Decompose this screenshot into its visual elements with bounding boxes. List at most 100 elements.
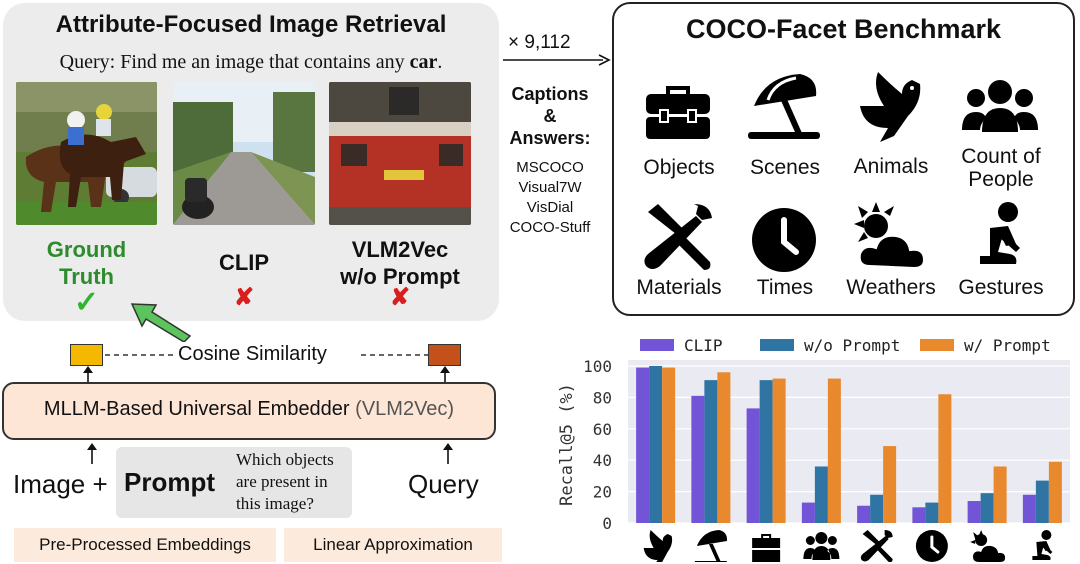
category-label-times: Times [730, 276, 840, 299]
captions-line: Captions [511, 84, 589, 104]
candidate-label-line: CLIP [218, 250, 270, 275]
candidate-label-line: Truth [59, 264, 114, 289]
captions-answers-label: Captions & Answers: [500, 83, 600, 149]
bar-clip [801, 502, 815, 523]
check-icon: ✓ [73, 286, 100, 319]
category-label-line: People [968, 168, 1034, 191]
cloud-sun-icon [970, 530, 1006, 562]
clip-result-image[interactable] [173, 82, 315, 225]
legend-label: w/ Prompt [964, 336, 1051, 355]
toolbox-icon [752, 534, 781, 562]
bar-w-prompt [938, 394, 952, 523]
clock-icon [752, 208, 816, 272]
legend-label: CLIP [684, 336, 723, 355]
ground-truth-image[interactable] [16, 82, 157, 225]
people-group-icon [962, 80, 1038, 132]
retrieval-panel: Attribute-Focused Image Retrieval Query:… [3, 3, 499, 321]
candidate-label-line: Ground [46, 237, 127, 262]
bar-w-prompt [662, 367, 676, 523]
cosine-dashed-line [105, 354, 428, 356]
category-label-line: Objects [643, 156, 715, 179]
up-arrow-icon [87, 443, 97, 464]
query-embedding-square [428, 344, 461, 366]
cloud-sun-icon [854, 202, 926, 270]
vlm2vec-result-image[interactable] [329, 82, 471, 225]
embedder-model: (VLM2Vec) [355, 398, 455, 420]
umbrella-beach-icon [748, 74, 820, 139]
bar-clip [857, 505, 871, 523]
people-group-icon [803, 532, 840, 560]
category-label-animals: Animals [836, 155, 946, 178]
category-label-line: Gestures [958, 276, 1044, 299]
tools-icon [644, 204, 712, 270]
prompt-box[interactable]: Prompt Which objects are present in this… [116, 447, 352, 518]
bar-w-o-prompt [1035, 480, 1049, 523]
panel-title: Attribute-Focused Image Retrieval [55, 11, 447, 38]
y-tick-label: 60 [593, 420, 612, 439]
category-label-line: Weathers [846, 276, 936, 299]
category-label-scenes: Scenes [730, 156, 840, 179]
category-label-weathers: Weathers [836, 276, 946, 299]
category-label-line: Count of [961, 145, 1041, 168]
bar-w-prompt [993, 466, 1007, 523]
source-item: MSCOCO [516, 159, 584, 176]
bar-w-o-prompt [814, 466, 828, 523]
bar-clip [636, 367, 650, 523]
bar-w-prompt [883, 446, 897, 523]
bar-w-prompt [1048, 461, 1062, 523]
bar-w-prompt [717, 372, 731, 523]
bar-clip [967, 501, 981, 523]
y-axis-label: Recall@5 (%) [557, 383, 577, 506]
category-label-line: Times [756, 276, 814, 299]
cosine-similarity-label: Cosine Similarity [178, 343, 327, 365]
bar-clip [912, 507, 926, 523]
legend-swatch [640, 339, 674, 351]
category-label-line: Materials [636, 276, 722, 299]
source-list: MSCOCO Visual7W VisDial COCO-Stuff [500, 158, 600, 238]
bar-w-o-prompt [925, 502, 939, 523]
query-prefix: Query: Find me an image that contains an… [59, 51, 410, 73]
umbrella-beach-icon [694, 530, 727, 562]
flow-arrow-icon [503, 54, 611, 66]
image-plus-label: Image + [13, 469, 108, 499]
legend-swatch [760, 339, 794, 351]
category-label-line: Scenes [749, 156, 821, 179]
source-item: COCO-Stuff [509, 219, 591, 236]
candidate-label-vlm2vec: VLM2Vec w/o Prompt [329, 236, 471, 290]
category-label-materials: Materials [624, 276, 734, 299]
kneeling-person-icon [980, 202, 1020, 264]
benchmark-box: COCO-Facet Benchmark Objects Scenes Anim… [612, 2, 1075, 316]
captions-line: Answers: [509, 128, 591, 148]
tools-icon [860, 530, 893, 562]
legend-swatch [920, 339, 954, 351]
embedder-label: MLLM-Based Universal Embedder (VLM2Vec) [4, 398, 494, 421]
up-arrow-icon [443, 443, 453, 464]
prompt-label: Prompt [124, 467, 215, 497]
y-tick-label: 40 [593, 451, 612, 470]
candidate-label-clip: CLIP [173, 249, 315, 276]
bar-clip [691, 395, 705, 523]
candidate-label-ground-truth: Ground Truth [16, 236, 157, 290]
bar-w-o-prompt [870, 494, 884, 523]
multiplier-label: × 9,112 [508, 32, 571, 53]
y-tick-label: 0 [602, 514, 612, 533]
category-label-objects: Objects [624, 156, 734, 179]
prompt-question: Which objects are present in this image? [236, 450, 334, 513]
toolbox-icon [646, 86, 710, 139]
y-tick-label: 100 [583, 357, 612, 376]
category-label-line: Animals [853, 155, 929, 178]
bar-w-o-prompt [980, 493, 994, 523]
query-suffix: . [437, 51, 443, 73]
source-item: VisDial [526, 199, 574, 216]
category-label-count-of-people: Count of People [946, 145, 1056, 191]
dove-icon [643, 530, 673, 562]
green-arrow-icon [130, 303, 192, 342]
embedder-name: MLLM-Based Universal Embedder [43, 398, 350, 420]
dove-icon [860, 72, 921, 142]
source-item: Visual7W [518, 179, 582, 196]
benchmark-title: COCO-Facet Benchmark [685, 14, 1002, 44]
bar-w-o-prompt [704, 380, 718, 523]
y-tick-label: 20 [593, 483, 612, 502]
bar-w-o-prompt [649, 366, 663, 523]
bar-clip [746, 408, 760, 523]
